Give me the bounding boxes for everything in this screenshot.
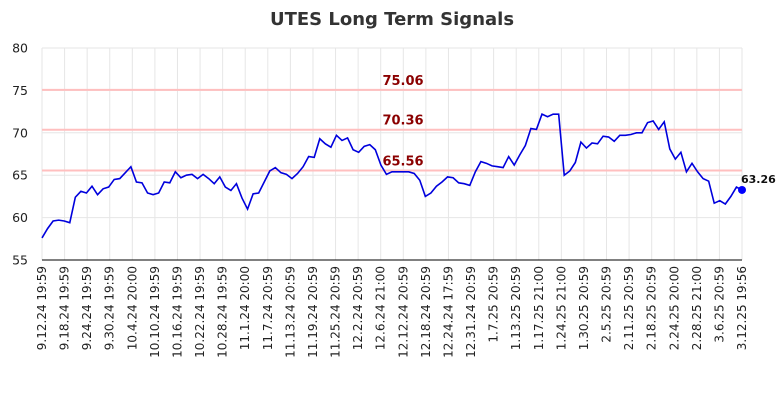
x-tick-label: 2.18.25 20:59 — [645, 266, 659, 350]
x-tick-label: 11.13.24 20:59 — [283, 266, 297, 358]
grid — [41, 47, 743, 261]
last-point-label: 63.26 — [741, 173, 776, 186]
series-line — [41, 113, 743, 239]
x-tick-label: 12.31.24 20:59 — [464, 266, 478, 358]
chart-title: UTES Long Term Signals — [270, 9, 514, 30]
y-tick-label: 60 — [12, 210, 28, 225]
x-tick-label: 9.30.24 19:59 — [103, 266, 117, 350]
x-tick-label: 9.24.24 19:59 — [80, 266, 94, 350]
y-tick-label: 65 — [12, 168, 28, 183]
y-axis: 55 60 65 70 75 80 — [12, 41, 742, 268]
x-tick-label: 12.6.24 21:00 — [374, 266, 388, 350]
x-tick-label: 10.16.24 19:59 — [170, 266, 184, 358]
x-tick-label: 1.7.25 20:59 — [487, 266, 501, 343]
x-tick-label: 1.17.25 21:00 — [532, 266, 546, 350]
x-tick-label: 1.13.25 20:59 — [509, 266, 523, 350]
x-axis: 9.12.24 19:59 9.18.24 19:59 9.24.24 19:59 9… — [35, 266, 749, 358]
x-tick-label: 9.12.24 19:59 — [35, 266, 49, 350]
y-tick-label: 70 — [12, 125, 28, 140]
last-point-marker — [738, 185, 746, 194]
x-tick-label: 10.4.24 20:00 — [125, 266, 139, 350]
x-tick-label: 10.22.24 19:59 — [193, 266, 207, 358]
x-tick-label: 2.11.25 20:59 — [622, 266, 636, 350]
x-tick-label: 11.1.24 20:00 — [238, 266, 252, 350]
x-tick-label: 12.12.24 20:59 — [396, 266, 410, 358]
x-tick-label: 12.18.24 20:59 — [419, 266, 433, 358]
y-tick-label: 55 — [12, 253, 28, 268]
level-label: 75.06 — [382, 74, 423, 89]
x-tick-label: 2.28.25 21:00 — [690, 266, 704, 350]
x-tick-label: 11.25.24 20:59 — [329, 266, 343, 358]
x-tick-label: 10.10.24 19:59 — [148, 266, 162, 358]
level-label: 70.36 — [382, 114, 423, 129]
x-tick-label: 12.2.24 20:59 — [351, 266, 365, 350]
y-tick-label: 80 — [12, 41, 28, 56]
x-tick-label: 2.24.25 20:00 — [667, 266, 681, 350]
x-tick-label: 9.18.24 19:59 — [58, 266, 72, 350]
x-tick-label: 3.6.25 20:59 — [712, 266, 726, 343]
x-tick-label: 10.28.24 19:59 — [216, 266, 230, 358]
x-tick-label: 12.24.24 17:59 — [441, 266, 455, 358]
x-tick-label: 11.7.24 20:59 — [261, 266, 275, 350]
x-tick-label: 3.12.25 19:56 — [735, 266, 749, 350]
level-label: 65.56 — [382, 154, 423, 169]
x-tick-label: 11.19.24 20:59 — [306, 266, 320, 358]
y-tick-label: 75 — [12, 83, 28, 98]
x-tick-label: 2.5.25 20:59 — [600, 266, 614, 343]
signal-levels: 75.06 70.36 65.56 — [42, 74, 742, 172]
x-tick-label: 1.24.25 21:00 — [554, 266, 568, 350]
x-tick-label: 1.30.25 20:59 — [577, 266, 591, 350]
